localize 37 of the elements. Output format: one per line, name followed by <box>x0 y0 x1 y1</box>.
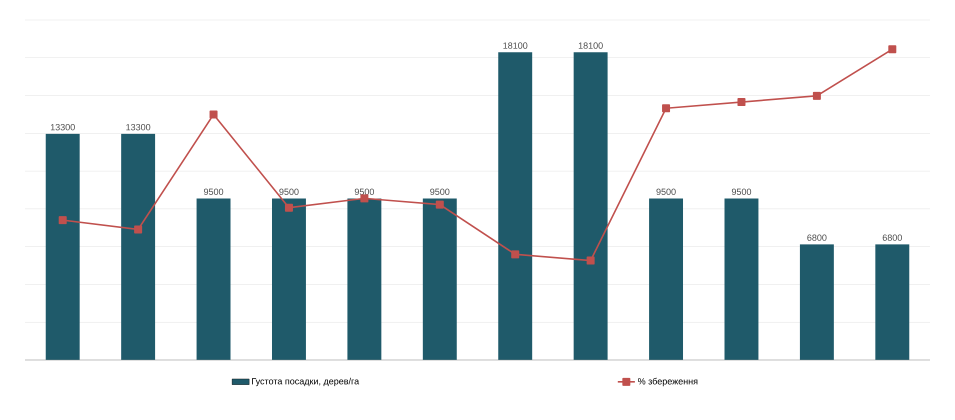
data-label: 6800 <box>882 234 902 241</box>
bar <box>800 244 834 360</box>
data-label: 18100 <box>578 42 603 49</box>
bar <box>196 198 231 360</box>
point <box>58 216 67 224</box>
data-label: 9500 <box>430 188 450 195</box>
data-label: 9500 <box>656 188 676 195</box>
bar <box>422 198 457 360</box>
bar <box>498 52 532 360</box>
bar <box>724 198 758 360</box>
data-label: 18100 <box>503 42 528 49</box>
point <box>210 110 218 118</box>
bar <box>875 244 910 360</box>
point <box>436 200 444 209</box>
point <box>888 45 896 54</box>
data-label: 6800 <box>807 234 827 241</box>
point <box>737 98 746 106</box>
bar <box>46 134 80 360</box>
bar <box>121 134 156 360</box>
data-label: 9500 <box>204 188 224 195</box>
bar <box>574 52 608 360</box>
data-label: 9500 <box>279 188 299 195</box>
bar <box>649 198 684 360</box>
legend-label: % збереження <box>638 378 698 386</box>
bar <box>272 198 306 360</box>
legend-label: Густота посадки, дерев/га <box>252 378 360 386</box>
point <box>662 104 670 112</box>
data-label: 9500 <box>732 188 752 195</box>
bar <box>347 198 382 360</box>
point <box>511 250 520 258</box>
data-label: 9500 <box>354 188 374 195</box>
point <box>284 204 293 212</box>
point <box>134 225 142 234</box>
data-label: 13300 <box>126 124 150 130</box>
point <box>586 256 595 265</box>
point <box>812 92 821 100</box>
data-label: 13300 <box>50 124 75 130</box>
